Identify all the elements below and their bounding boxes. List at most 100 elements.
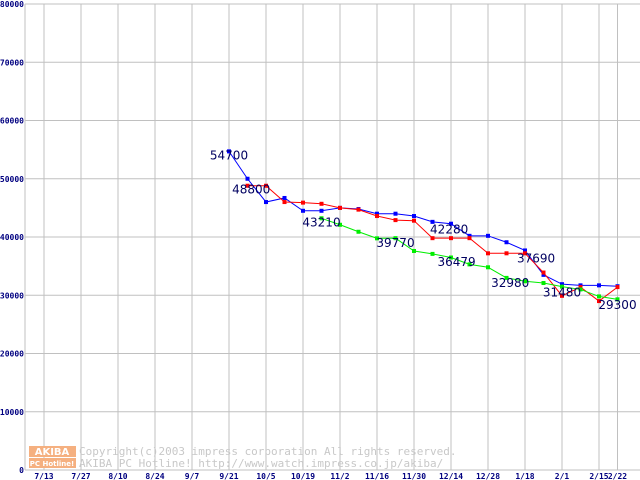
data-point-blue	[523, 248, 527, 253]
data-point-red	[375, 214, 379, 219]
y-tick-label: 80000	[0, 0, 24, 9]
data-point-red	[467, 236, 472, 241]
data-point-red	[319, 201, 324, 206]
y-tick-label: 20000	[0, 350, 24, 359]
series-line-blue	[228, 151, 618, 287]
x-tick-label: 7/13	[34, 472, 53, 480]
data-point-green	[449, 255, 453, 260]
y-tick-label: 30000	[0, 291, 24, 300]
x-tick-label: 11/30	[402, 472, 426, 480]
data-point-red	[504, 251, 509, 256]
data-point-green	[430, 251, 435, 256]
y-tick-label: 10000	[0, 408, 24, 417]
data-point-green	[578, 287, 583, 292]
data-point-green	[541, 281, 546, 286]
data-point-blue	[319, 208, 324, 213]
data-point-blue	[301, 208, 305, 213]
annotations: 54700 48800 43210 39770 42280 36479 32980 37690…	[210, 149, 637, 313]
data-point-blue	[264, 200, 268, 205]
data-point-red	[523, 251, 527, 256]
data-label: 48800	[232, 182, 270, 196]
data-point-red	[356, 207, 361, 212]
url-line: AKIBA PC Hotline! http://www.watch.impre…	[79, 457, 443, 470]
data-point-blue	[541, 272, 546, 277]
data-point-blue	[449, 221, 453, 226]
data-point-red	[393, 218, 398, 223]
data-point-red	[245, 183, 250, 188]
grid	[25, 3, 640, 470]
data-point-blue	[486, 233, 490, 238]
data-point-blue	[504, 240, 509, 245]
x-tick-label: 11/2	[330, 472, 349, 480]
data-label: 31480	[543, 285, 581, 299]
data-label: 43210	[302, 216, 340, 230]
data-point-red	[449, 236, 453, 241]
logo-bottom-text: PC Hotline!	[30, 460, 74, 468]
y-tick-label: 50000	[0, 175, 24, 184]
x-tick-label: 12/14	[439, 472, 463, 480]
y-tick-label: 60000	[0, 117, 24, 126]
data-point-blue	[282, 195, 287, 200]
data-point-green	[486, 265, 490, 270]
data-point-green	[412, 248, 416, 253]
x-tick-label: 11/16	[365, 472, 389, 480]
x-tick-label: 2/1	[555, 472, 570, 480]
y-tick-label: 0	[19, 466, 24, 475]
data-point-green	[319, 216, 324, 221]
x-tick-label: 7/27	[71, 472, 90, 480]
x-tick-label: 2/22	[608, 472, 627, 480]
x-tick-label: 10/5	[256, 472, 275, 480]
x-tick-label: 1/18	[515, 472, 534, 480]
data-point-red	[597, 299, 601, 304]
data-point-red	[338, 205, 342, 210]
data-point-red	[541, 270, 546, 275]
x-tick-label: 8/24	[145, 472, 164, 480]
copyright-line: Copyright(c)2003 impress corporation All…	[79, 445, 457, 458]
data-label: 36479	[437, 255, 475, 269]
data-label: 39770	[376, 236, 414, 250]
data-point-blue	[375, 211, 379, 216]
series-group	[227, 149, 620, 304]
data-label: 32980	[491, 276, 529, 290]
y-tick-label: 40000	[0, 233, 24, 242]
watermark: AKIBA PC Hotline! Copyright(c)2003 impre…	[29, 445, 457, 470]
data-point-red	[560, 293, 564, 298]
data-point-red	[578, 285, 583, 290]
data-point-red	[264, 183, 268, 188]
data-point-blue	[227, 149, 231, 154]
data-point-green	[393, 236, 398, 241]
data-point-green	[597, 294, 601, 299]
data-label: 42280	[430, 223, 468, 237]
logo-top-bg	[29, 446, 76, 457]
logo-bottom-bg	[29, 458, 76, 468]
logo-top-text: AKIBA	[35, 447, 70, 458]
data-point-green	[523, 279, 527, 284]
data-point-blue	[597, 283, 601, 288]
data-point-green	[615, 297, 620, 302]
data-point-red	[486, 251, 490, 256]
x-tick-label: 8/10	[108, 472, 127, 480]
data-point-red	[412, 218, 416, 223]
x-tick-label: 2/15	[589, 472, 608, 480]
x-tick-label: 12/28	[476, 472, 500, 480]
y-tick-label: 70000	[0, 58, 24, 67]
data-point-red	[282, 200, 287, 205]
data-point-blue	[245, 176, 250, 181]
x-tick-label: 10/19	[291, 472, 315, 480]
data-point-blue	[393, 211, 398, 216]
data-label: 37690	[517, 252, 555, 266]
data-point-green	[467, 262, 472, 267]
data-label: 29300	[598, 298, 636, 312]
data-point-blue	[467, 233, 472, 238]
data-point-red	[301, 200, 305, 205]
data-point-red	[615, 285, 620, 290]
data-point-green	[356, 229, 361, 234]
data-label: 54700	[210, 149, 248, 163]
data-point-blue	[430, 219, 435, 224]
data-point-green	[560, 284, 564, 289]
x-tick-label: 9/7	[185, 472, 200, 480]
data-point-blue	[412, 214, 416, 219]
data-point-green	[375, 236, 379, 241]
